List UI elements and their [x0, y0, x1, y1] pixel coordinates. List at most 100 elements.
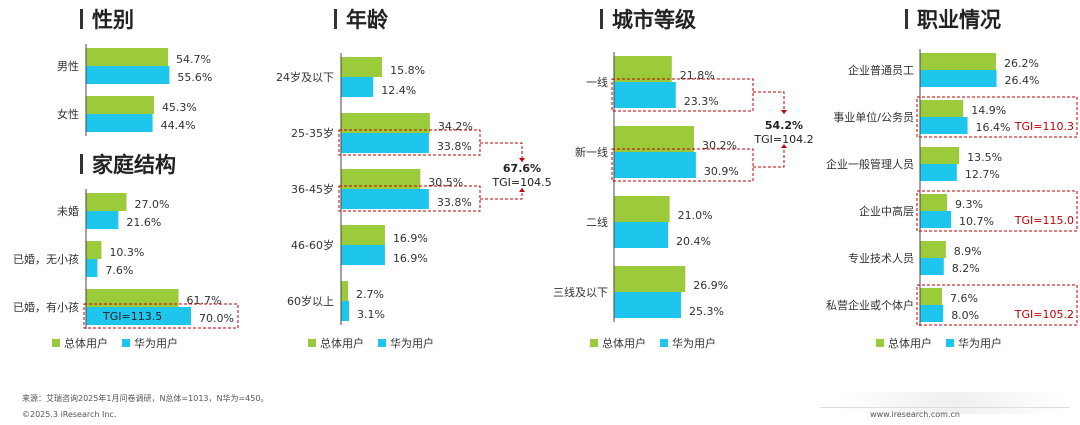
city-value-overall-0: 21.8% — [680, 69, 715, 82]
copyright-text: ©2025.3 iResearch Inc. — [22, 410, 117, 419]
occupation-bar-overall-5 — [920, 288, 943, 305]
gender-category-1: 女性 — [57, 107, 79, 121]
city-title-bar — [600, 9, 603, 29]
family-bar-overall-2 — [86, 289, 179, 307]
age-value-huawei-0: 12.4% — [381, 84, 416, 97]
occupation-legend-overall-label: 总体用户 — [888, 336, 932, 350]
city-combined-value: 54.2% — [765, 119, 803, 132]
occupation-tgi-value-3: TGI=115.0 — [1014, 214, 1074, 227]
age-category-4: 60岁以上 — [287, 294, 334, 308]
occupation-title-bar — [905, 9, 908, 29]
gender-title: 性别 — [92, 8, 134, 32]
city-bar-overall-0 — [614, 56, 672, 82]
occupation-value-overall-4: 8.9% — [954, 245, 982, 258]
occupation-value-overall-2: 13.5% — [967, 151, 1002, 164]
source-note: 来源：艾瑞咨询2025年1月问卷调研，N总体=1013，N华为=450。 — [22, 394, 269, 403]
occupation-title: 职业情况 — [917, 8, 1001, 32]
city-bar-huawei-1 — [614, 152, 696, 178]
city-bar-huawei-2 — [614, 222, 669, 248]
family-category-1: 已婚，无小孩 — [13, 252, 79, 266]
city-category-2: 二线 — [586, 215, 608, 229]
occupation-tgi-box-5 — [916, 284, 1078, 326]
occupation-bar-huawei-4 — [920, 258, 944, 275]
age-legend-overall-swatch — [308, 339, 316, 347]
age-arrow-bottom-head — [519, 188, 525, 192]
city-value-huawei-1: 30.9% — [704, 165, 739, 178]
family-legend-huawei-swatch — [122, 339, 130, 347]
family-value-huawei-0: 21.6% — [126, 216, 161, 229]
city-value-huawei-0: 23.3% — [684, 95, 719, 108]
gender-category-0: 男性 — [57, 59, 79, 73]
family-value-overall-2: 61.7% — [187, 294, 222, 307]
occupation-category-3: 企业中高层 — [859, 204, 914, 218]
occupation-value-huawei-5: 8.0% — [951, 309, 979, 322]
occupation-category-0: 企业普通员工 — [848, 63, 914, 77]
age-value-huawei-3: 16.9% — [393, 252, 428, 265]
age-bar-overall-1 — [341, 113, 430, 133]
occupation-value-huawei-0: 26.4% — [1005, 74, 1040, 87]
age-category-0: 24岁及以下 — [276, 70, 334, 84]
age-value-huawei-2: 33.8% — [437, 196, 472, 209]
occupation-category-2: 企业一般管理人员 — [826, 157, 914, 171]
city-arrow-bottom-line — [753, 144, 785, 168]
occupation-value-huawei-2: 12.7% — [965, 168, 1000, 181]
occupation-tgi-box-3 — [916, 190, 1078, 232]
gender-value-overall-1: 45.3% — [162, 101, 197, 114]
occupation-category-5: 私营企业或个体户 — [826, 298, 914, 312]
age-arrow-bottom-line — [480, 188, 523, 200]
occupation-bar-overall-1 — [920, 100, 964, 117]
family-value-huawei-1: 7.6% — [105, 264, 133, 277]
age-combined-value: 67.6% — [503, 162, 541, 175]
occupation-bar-huawei-5 — [920, 305, 944, 322]
age-legend-huawei-label: 华为用户 — [390, 336, 434, 350]
city-bar-overall-1 — [614, 126, 695, 152]
age-bar-huawei-3 — [341, 245, 385, 265]
gender-title-bar — [80, 9, 83, 29]
age-category-2: 36-45岁 — [291, 182, 334, 196]
city-box-0 — [611, 78, 754, 112]
occupation-bar-huawei-0 — [920, 70, 997, 87]
age-arrow-top-line — [480, 142, 523, 162]
occupation-bar-huawei-3 — [920, 211, 952, 228]
age-category-1: 25-35岁 — [291, 126, 334, 140]
family-title-bar — [80, 154, 83, 174]
age-value-huawei-4: 3.1% — [357, 308, 385, 321]
age-value-overall-3: 16.9% — [393, 232, 428, 245]
occupation-value-overall-1: 14.9% — [971, 104, 1006, 117]
city-bar-huawei-0 — [614, 82, 676, 108]
occupation-value-overall-0: 26.2% — [1004, 57, 1039, 70]
family-category-0: 未婚 — [57, 204, 79, 218]
family-bar-overall-1 — [86, 241, 102, 259]
age-bar-huawei-1 — [341, 133, 429, 153]
occupation-legend-huawei-label: 华为用户 — [958, 336, 1002, 350]
family-category-2: 已婚，有小孩 — [13, 300, 79, 314]
family-value-huawei-2: 70.0% — [199, 312, 234, 325]
occupation-tgi-value-5: TGI=105.2 — [1014, 308, 1074, 321]
age-bar-overall-0 — [341, 57, 383, 77]
occupation-value-overall-3: 9.3% — [955, 198, 983, 211]
family-bar-huawei-1 — [86, 259, 98, 277]
age-bar-overall-4 — [341, 281, 349, 301]
age-title: 年龄 — [346, 8, 389, 32]
occupation-value-overall-5: 7.6% — [950, 292, 978, 305]
city-category-0: 一线 — [586, 75, 608, 89]
city-arrow-top-line — [753, 91, 785, 114]
age-value-huawei-1: 33.8% — [437, 140, 472, 153]
gender-value-overall-0: 54.7% — [176, 53, 211, 66]
family-bar-huawei-2 — [86, 307, 191, 325]
city-category-1: 新一线 — [575, 145, 608, 159]
occupation-bar-overall-4 — [920, 241, 946, 258]
age-box-2 — [338, 185, 481, 212]
age-category-3: 46-60岁 — [291, 238, 334, 252]
city-arrow-bottom-head — [781, 144, 787, 148]
city-box-1 — [611, 148, 754, 182]
gender-bar-huawei-0 — [86, 66, 170, 84]
city-value-overall-1: 30.2% — [702, 139, 737, 152]
age-bar-huawei-0 — [341, 77, 374, 97]
footer-divider — [820, 407, 1070, 408]
city-combined-tgi: TGI=104.2 — [753, 133, 813, 146]
age-title-bar — [334, 9, 337, 29]
family-legend-overall-label: 总体用户 — [64, 336, 108, 350]
gender-value-huawei-0: 55.6% — [177, 71, 212, 84]
